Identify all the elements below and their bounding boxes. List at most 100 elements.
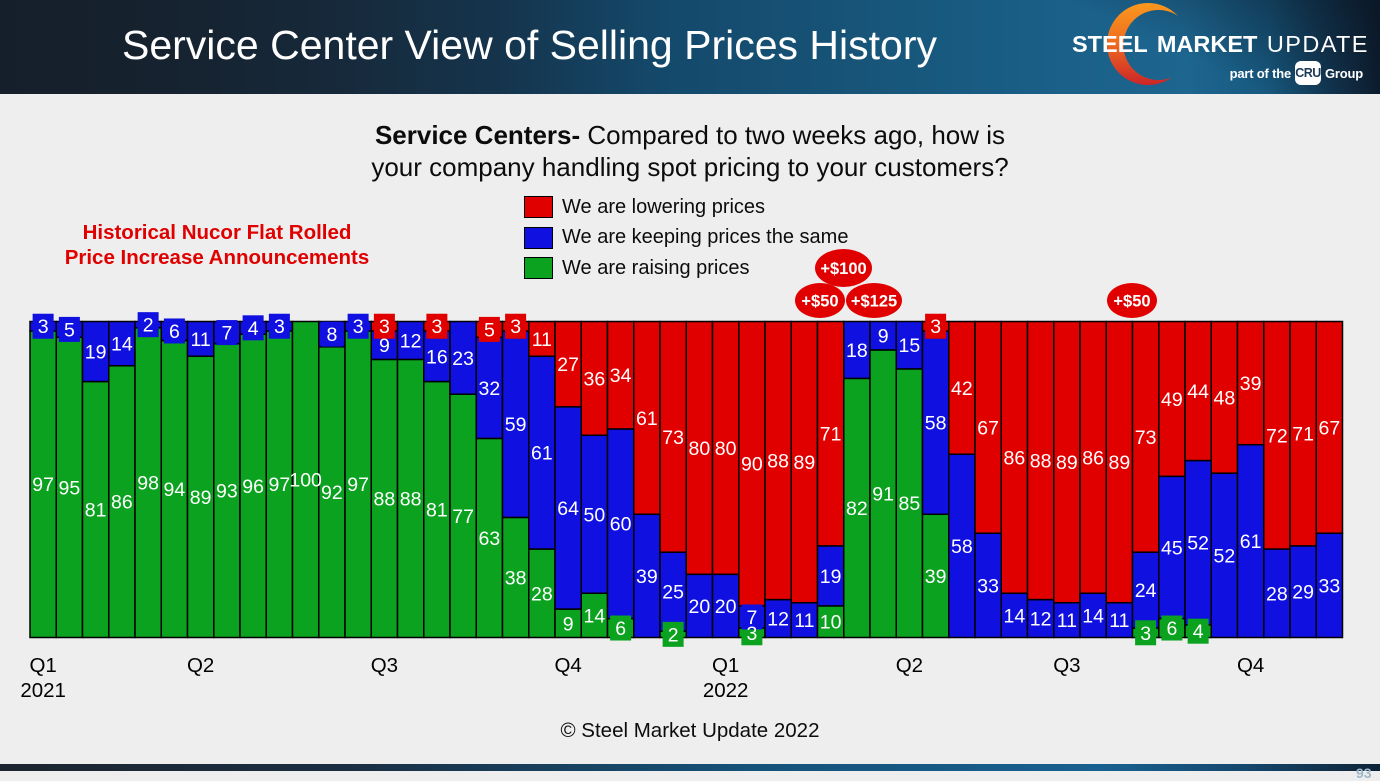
svg-text:20: 20 <box>689 596 711 618</box>
svg-text:89: 89 <box>794 452 816 474</box>
svg-text:61: 61 <box>636 408 658 430</box>
svg-text:Q4: Q4 <box>554 654 581 677</box>
svg-text:88: 88 <box>767 451 789 473</box>
svg-text:11: 11 <box>1057 610 1077 632</box>
svg-text:3: 3 <box>38 316 49 338</box>
svg-text:88: 88 <box>1030 451 1052 473</box>
svg-text:14: 14 <box>1004 605 1026 627</box>
svg-text:25: 25 <box>662 582 684 604</box>
svg-text:88: 88 <box>374 488 396 510</box>
svg-text:39: 39 <box>925 566 947 588</box>
svg-text:2: 2 <box>668 624 679 646</box>
svg-text:92: 92 <box>321 482 343 504</box>
svg-text:Q3: Q3 <box>371 654 398 677</box>
svg-text:3: 3 <box>431 316 442 338</box>
svg-text:59: 59 <box>505 414 527 436</box>
svg-text:+$100: +$100 <box>820 260 866 278</box>
svg-text:+$125: +$125 <box>851 293 897 311</box>
svg-text:32: 32 <box>479 378 501 400</box>
svg-text:63: 63 <box>479 528 501 550</box>
svg-text:5: 5 <box>64 319 75 341</box>
svg-text:38: 38 <box>505 567 527 589</box>
svg-text:91: 91 <box>872 484 894 506</box>
svg-text:6: 6 <box>169 321 180 343</box>
svg-text:97: 97 <box>347 474 369 496</box>
svg-text:52: 52 <box>1214 545 1236 567</box>
svg-text:73: 73 <box>662 427 684 449</box>
svg-text:12: 12 <box>400 330 422 352</box>
svg-text:9: 9 <box>563 613 574 635</box>
svg-text:19: 19 <box>85 342 107 364</box>
svg-text:98: 98 <box>137 473 159 495</box>
svg-text:4: 4 <box>248 318 259 340</box>
svg-text:73: 73 <box>1135 427 1157 449</box>
svg-text:11: 11 <box>1109 610 1129 632</box>
svg-text:58: 58 <box>925 413 947 435</box>
svg-text:7: 7 <box>221 323 232 345</box>
svg-text:86: 86 <box>1004 447 1026 469</box>
svg-text:Q3: Q3 <box>1053 654 1080 677</box>
svg-text:Q2: Q2 <box>187 654 214 677</box>
svg-text:86: 86 <box>1082 447 1104 469</box>
svg-text:7: 7 <box>746 607 757 629</box>
svg-text:39: 39 <box>636 566 658 588</box>
svg-text:61: 61 <box>531 443 553 465</box>
svg-text:86: 86 <box>111 492 133 514</box>
svg-text:33: 33 <box>1319 575 1341 597</box>
svg-text:24: 24 <box>1135 580 1157 602</box>
svg-text:61: 61 <box>1240 531 1262 553</box>
svg-text:94: 94 <box>164 479 186 501</box>
svg-text:71: 71 <box>1292 424 1314 446</box>
svg-text:3: 3 <box>746 623 757 645</box>
svg-text:11: 11 <box>532 329 552 351</box>
svg-text:12: 12 <box>1030 609 1052 631</box>
svg-text:Q2: Q2 <box>896 654 923 677</box>
svg-text:3: 3 <box>930 316 941 338</box>
svg-text:27: 27 <box>557 354 579 376</box>
svg-text:45: 45 <box>1161 537 1183 559</box>
svg-text:+$50: +$50 <box>1113 293 1150 311</box>
svg-text:3: 3 <box>1140 623 1151 645</box>
svg-text:33: 33 <box>977 575 999 597</box>
svg-text:77: 77 <box>452 506 474 528</box>
svg-text:10: 10 <box>820 612 842 634</box>
svg-text:9: 9 <box>379 335 390 357</box>
svg-text:80: 80 <box>715 438 737 460</box>
svg-text:11: 11 <box>190 329 210 351</box>
svg-text:Q4: Q4 <box>1237 654 1264 677</box>
svg-text:72: 72 <box>1266 425 1288 447</box>
svg-text:14: 14 <box>111 334 133 356</box>
svg-text:23: 23 <box>452 348 474 370</box>
svg-text:Q1: Q1 <box>712 654 739 677</box>
svg-text:89: 89 <box>1109 452 1131 474</box>
svg-text:14: 14 <box>1082 605 1104 627</box>
svg-text:50: 50 <box>584 504 606 526</box>
svg-text:12: 12 <box>767 609 789 631</box>
svg-text:3: 3 <box>353 316 364 338</box>
svg-text:90: 90 <box>741 454 763 476</box>
svg-text:3: 3 <box>510 316 521 338</box>
svg-text:52: 52 <box>1187 533 1209 555</box>
svg-text:93: 93 <box>216 481 238 503</box>
svg-text:100: 100 <box>289 470 322 492</box>
svg-text:85: 85 <box>899 493 921 515</box>
svg-text:9: 9 <box>878 326 889 348</box>
svg-text:6: 6 <box>1166 618 1177 640</box>
svg-text:42: 42 <box>951 378 973 400</box>
svg-text:20: 20 <box>715 596 737 618</box>
svg-text:95: 95 <box>59 477 81 499</box>
svg-text:3: 3 <box>379 316 390 338</box>
svg-text:82: 82 <box>846 498 868 520</box>
svg-text:2: 2 <box>143 315 154 337</box>
svg-text:89: 89 <box>190 487 212 509</box>
svg-text:+$50: +$50 <box>801 293 838 311</box>
svg-text:39: 39 <box>1240 373 1262 395</box>
svg-text:88: 88 <box>400 488 422 510</box>
svg-text:80: 80 <box>689 438 711 460</box>
svg-text:97: 97 <box>32 474 54 496</box>
svg-text:5: 5 <box>484 319 495 341</box>
svg-text:96: 96 <box>242 476 264 498</box>
svg-text:29: 29 <box>1292 582 1314 604</box>
svg-text:18: 18 <box>846 340 868 362</box>
svg-text:81: 81 <box>85 500 107 522</box>
